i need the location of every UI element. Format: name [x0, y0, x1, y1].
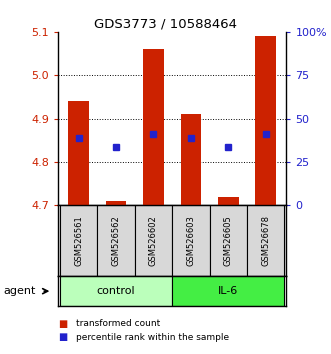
- Text: GSM526605: GSM526605: [224, 215, 233, 266]
- Text: GSM526602: GSM526602: [149, 215, 158, 266]
- Bar: [135, 205, 172, 276]
- Text: transformed count: transformed count: [76, 319, 161, 329]
- Bar: [60, 276, 172, 306]
- Text: percentile rank within the sample: percentile rank within the sample: [76, 332, 229, 342]
- Text: GSM526562: GSM526562: [112, 215, 120, 266]
- Bar: [256, 36, 276, 205]
- Bar: [60, 205, 97, 276]
- Text: agent: agent: [3, 286, 36, 296]
- Text: GSM526678: GSM526678: [261, 215, 270, 266]
- Bar: [106, 201, 126, 205]
- Bar: [247, 205, 284, 276]
- Bar: [180, 114, 201, 205]
- Bar: [68, 101, 89, 205]
- Text: IL-6: IL-6: [218, 286, 238, 296]
- Bar: [97, 205, 135, 276]
- Bar: [210, 205, 247, 276]
- Bar: [172, 205, 210, 276]
- Bar: [172, 276, 284, 306]
- Bar: [218, 197, 239, 205]
- Text: ■: ■: [58, 332, 67, 342]
- FancyArrowPatch shape: [43, 289, 48, 294]
- Bar: [143, 49, 164, 205]
- Text: GDS3773 / 10588464: GDS3773 / 10588464: [94, 18, 237, 31]
- Text: GSM526561: GSM526561: [74, 215, 83, 266]
- Text: GSM526603: GSM526603: [186, 215, 195, 266]
- Text: ■: ■: [58, 319, 67, 329]
- Text: control: control: [97, 286, 135, 296]
